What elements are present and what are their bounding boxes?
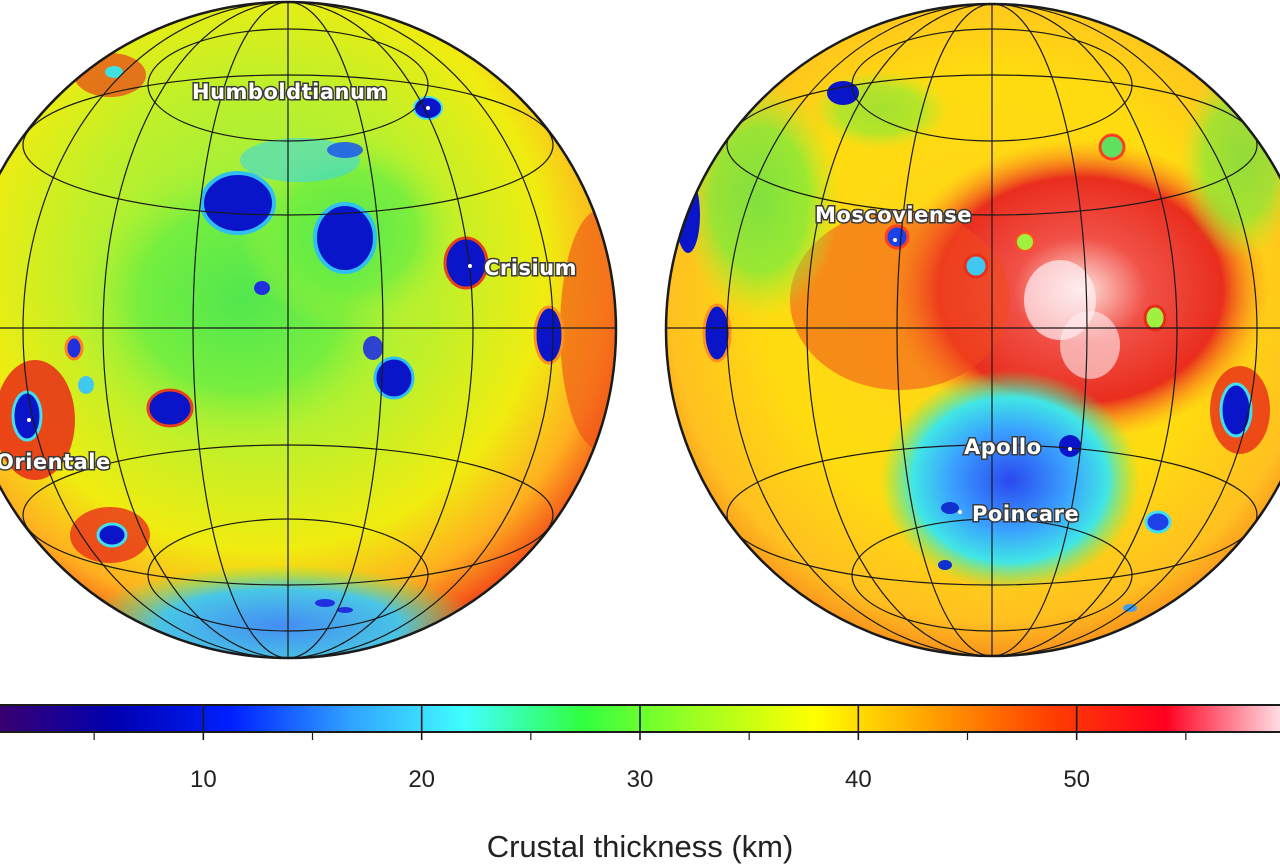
label-orientale: Orientale [0, 450, 111, 474]
label-apollo: Apollo [964, 435, 1042, 459]
colorbar-tick-labels: 10203040506 [190, 766, 1090, 793]
label-humboldtianum: Humboldtianum [192, 80, 388, 104]
colorbar-axis-title: Crustal thickness (km) [487, 829, 794, 864]
farside-hemisphere: Moscoviense Apollo Poincare [664, 2, 1280, 658]
label-crisium: Crisium [484, 256, 577, 280]
tick-label: 40 [845, 766, 872, 793]
colorbar-ticks [93, 705, 1187, 740]
label-moscoviense: Moscoviense [815, 203, 972, 227]
tick-label: 20 [408, 766, 435, 793]
nearside-hemisphere: Humboldtianum Crisium Orientale [0, 0, 618, 660]
label-poincare: Poincare [972, 502, 1079, 526]
colorbar: 10203040506 Crustal thickness (km) [0, 704, 1280, 864]
tick-label: 50 [1063, 766, 1090, 793]
tick-label: 30 [627, 766, 654, 793]
tick-label: 10 [190, 766, 217, 793]
